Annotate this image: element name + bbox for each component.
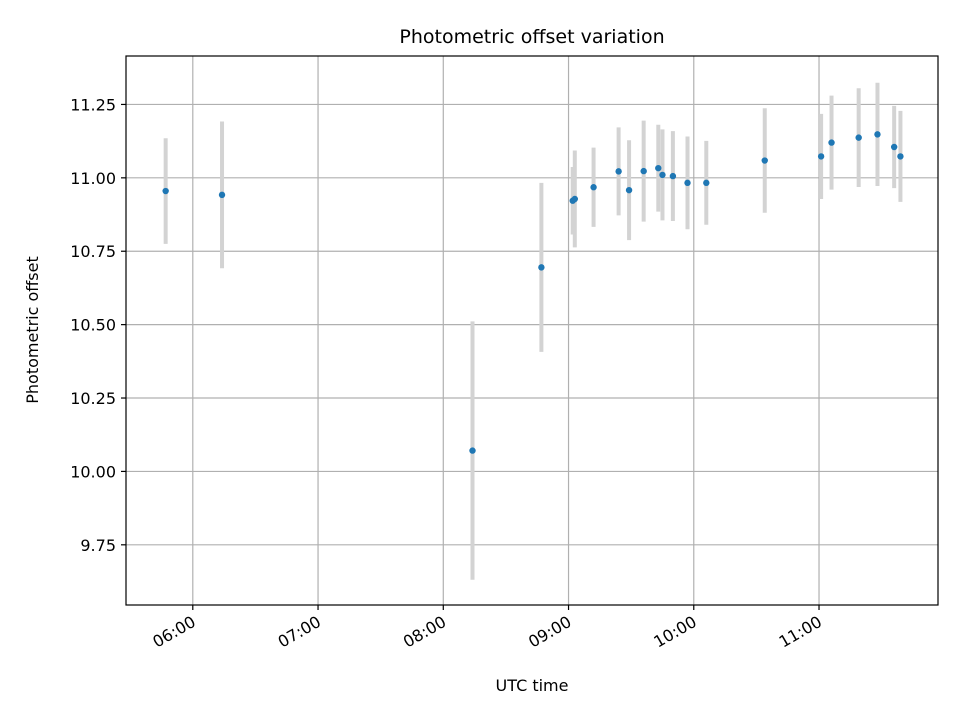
data-point bbox=[890, 143, 898, 151]
data-points bbox=[162, 131, 904, 454]
data-point bbox=[684, 179, 691, 187]
data-point bbox=[625, 186, 633, 194]
data-point bbox=[817, 153, 825, 160]
data-point bbox=[703, 179, 710, 187]
y-tick-label: 9.75 bbox=[80, 536, 116, 555]
data-point bbox=[761, 157, 768, 164]
data-point bbox=[655, 164, 662, 172]
data-point bbox=[669, 172, 677, 180]
y-tick-label: 10.75 bbox=[70, 242, 116, 261]
data-point bbox=[469, 447, 476, 454]
data-point bbox=[571, 195, 578, 203]
plot-frame bbox=[125, 55, 939, 606]
data-point bbox=[218, 191, 226, 199]
data-point bbox=[590, 184, 597, 191]
chart-title: Photometric offset variation bbox=[399, 26, 664, 48]
y-tick-label: 10.00 bbox=[70, 462, 116, 481]
y-tick-label: 10.25 bbox=[70, 389, 116, 408]
y-axis-title: Photometric offset bbox=[23, 256, 42, 404]
data-point bbox=[659, 171, 666, 179]
data-point bbox=[538, 264, 545, 271]
grid bbox=[126, 56, 938, 605]
y-axis: 9.75 10.00 10.25 10.50 10.75 11.00 11.25 bbox=[70, 95, 126, 555]
data-point bbox=[640, 167, 647, 175]
data-point bbox=[897, 153, 904, 160]
data-point bbox=[828, 139, 835, 146]
x-axis-title: UTC time bbox=[496, 676, 569, 695]
data-point bbox=[615, 168, 622, 175]
data-point bbox=[162, 187, 169, 195]
y-tick-label: 10.50 bbox=[70, 316, 116, 335]
y-tick-label: 11.25 bbox=[70, 95, 116, 114]
data-point bbox=[855, 134, 862, 141]
y-tick-label: 11.00 bbox=[70, 169, 116, 188]
data-point bbox=[874, 131, 881, 138]
